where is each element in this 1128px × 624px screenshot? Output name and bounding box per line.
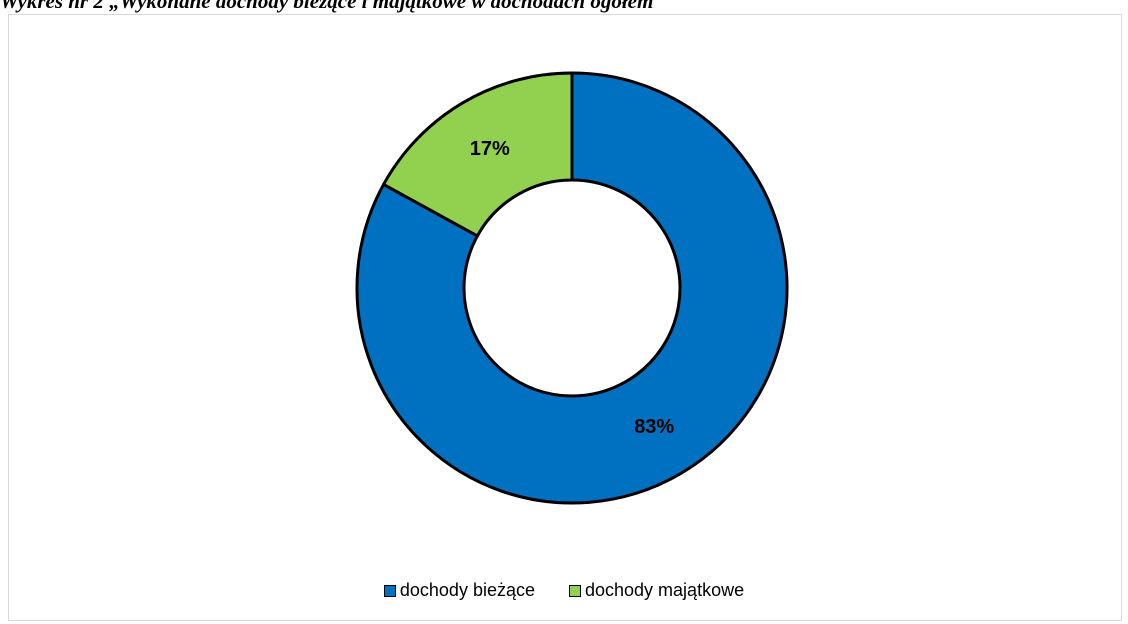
legend-swatch-dochody-majatkowe <box>569 584 581 597</box>
chart-slices <box>355 71 789 505</box>
chart-caption: Wykres nr 2 „Wykonane dochody bieżące i … <box>0 0 654 13</box>
data-label-dochody-majatkowe: 17% <box>470 138 510 160</box>
legend-label-dochody-biezace: dochody bieżące <box>399 580 535 600</box>
slice-dochody-majatkowe <box>382 71 574 238</box>
chart-legend: dochody bieżące dochody majątkowe <box>0 580 1128 601</box>
legend-item-dochody-majatkowe: dochody majątkowe <box>569 580 744 601</box>
slice-dochody-biezace <box>355 71 789 505</box>
legend-label-dochody-majatkowe: dochody majątkowe <box>585 580 745 600</box>
data-label-dochody-biezace: 83% <box>634 416 674 438</box>
chart-data-labels: 83% 17% <box>470 138 675 438</box>
legend-swatch-dochody-biezace <box>383 584 396 597</box>
legend-item-dochody-biezace: dochody bieżące <box>383 580 535 601</box>
chart-area <box>8 14 1122 621</box>
